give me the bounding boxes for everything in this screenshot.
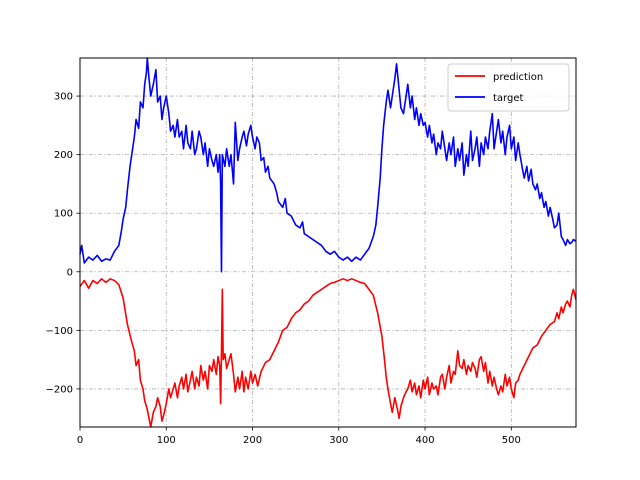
plot-area [80,58,576,427]
y-tick-label: −100 [46,326,73,337]
legend-label-prediction: prediction [493,72,543,83]
x-tick-label: 500 [502,435,521,446]
y-tick-label: −200 [46,384,73,395]
series-line-target [79,57,577,273]
axes: 0 100 200 300 400 500 −200 −100 0 100 200 300 [46,92,521,446]
x-tick-label: 0 [77,435,83,446]
legend-label-target: target [493,93,523,104]
y-tick-label: 200 [54,150,73,161]
x-tick-label: 200 [243,435,262,446]
y-tick-label: 100 [54,209,73,220]
y-tick-label: 0 [67,267,73,278]
plot-frame [79,57,577,428]
x-tick-label: 300 [329,435,348,446]
series-line-prediction [79,278,577,428]
y-tick-label: 300 [54,92,73,103]
series-lines [79,57,577,428]
x-tick-label: 100 [157,435,176,446]
x-tick-label: 400 [415,435,434,446]
legend: prediction target [447,63,570,112]
